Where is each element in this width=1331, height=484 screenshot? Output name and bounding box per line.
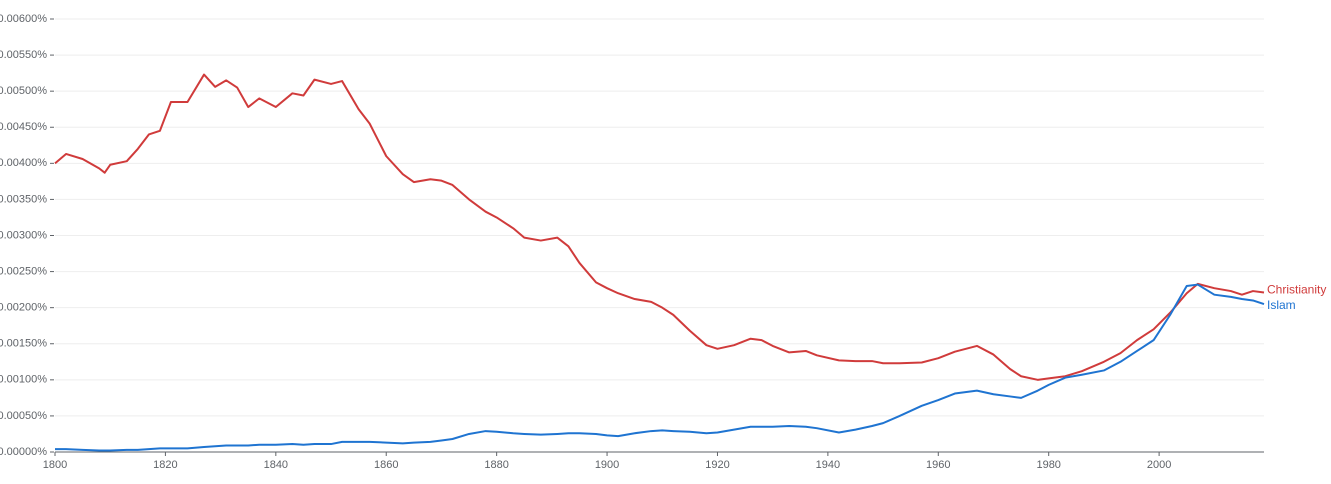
- y-tick-label: 0.00250%: [0, 265, 47, 277]
- x-tick-label: 1960: [926, 459, 950, 471]
- series-line: [54, 73, 1265, 381]
- y-tick-label: 0.00200%: [0, 302, 47, 314]
- series-label: Christianity: [1267, 283, 1326, 297]
- y-tick-label: 0.00050%: [0, 410, 47, 422]
- y-tick-label: 0.00450%: [0, 121, 47, 133]
- x-tick-label: 1860: [374, 459, 398, 471]
- x-tick-label: 1920: [705, 459, 729, 471]
- y-tick-label: 0.00100%: [0, 374, 47, 386]
- x-tick-label: 1900: [595, 459, 619, 471]
- y-tick-label: 0.00400%: [0, 157, 47, 169]
- x-tick-label: 1940: [816, 459, 840, 471]
- y-tick-label: 0.00150%: [0, 338, 47, 350]
- x-tick-label: 1800: [43, 459, 67, 471]
- series-line: [55, 283, 1265, 452]
- x-tick-label: 1820: [153, 459, 177, 471]
- y-tick-label: 0.00500%: [0, 85, 47, 97]
- y-tick-label: 0.00000%: [0, 446, 47, 458]
- series-label: Islam: [1267, 298, 1296, 312]
- y-tick-label: 0.00300%: [0, 229, 47, 241]
- y-tick-label: 0.00550%: [0, 49, 47, 61]
- y-tick-label: 0.00350%: [0, 193, 47, 205]
- y-tick-label: 0.00600%: [0, 13, 47, 25]
- x-tick-label: 1840: [264, 459, 288, 471]
- x-tick-label: 1980: [1036, 459, 1060, 471]
- x-tick-label: 2000: [1147, 459, 1171, 471]
- x-tick-label: 1880: [484, 459, 508, 471]
